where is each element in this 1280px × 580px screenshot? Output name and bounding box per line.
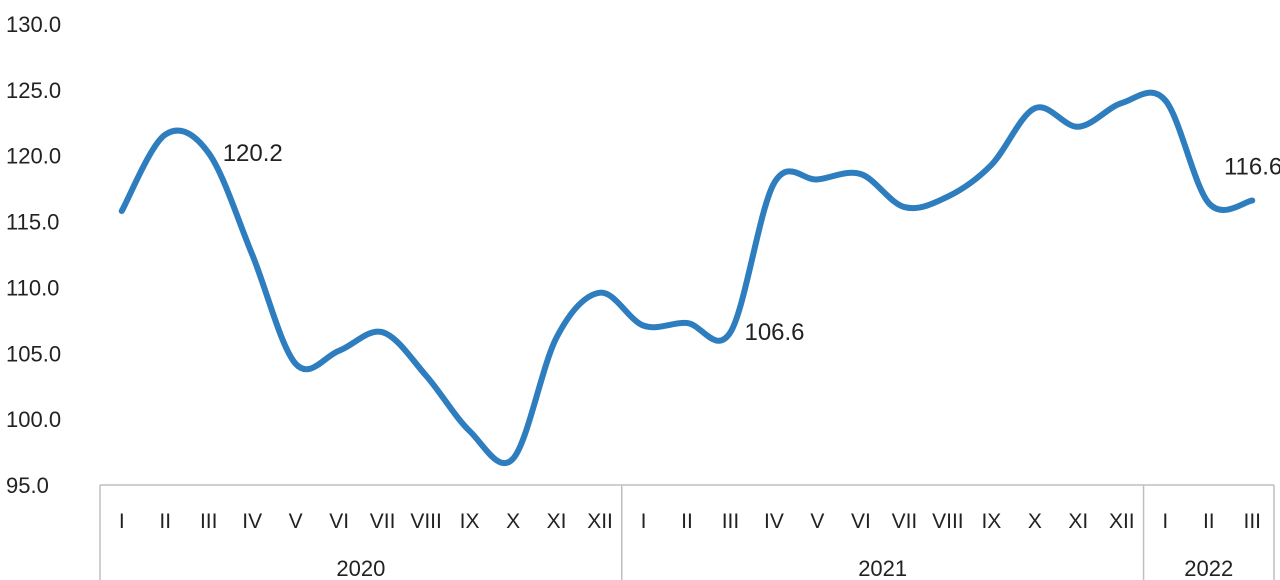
data-point xyxy=(901,204,907,210)
x-tick-label: II xyxy=(159,510,171,533)
data-point xyxy=(249,252,255,258)
x-tick-label: VI xyxy=(329,510,349,533)
data-point xyxy=(423,373,429,379)
data-point xyxy=(597,290,603,296)
x-tick-label: I xyxy=(119,510,125,533)
x-tick-label: XI xyxy=(1068,510,1088,533)
x-tick-label: VIII xyxy=(410,510,442,533)
x-tick-label: X xyxy=(506,510,520,533)
x-tick-label: I xyxy=(1162,510,1168,533)
data-point xyxy=(988,162,994,168)
x-tick-label: IV xyxy=(242,510,262,533)
x-group-label: 2020 xyxy=(336,556,385,580)
data-point xyxy=(1162,97,1168,103)
x-tick-label: III xyxy=(722,510,740,533)
x-tick-label: V xyxy=(810,510,824,533)
data-point xyxy=(467,428,473,434)
x-tick-label: IV xyxy=(764,510,784,533)
y-tick-label: 125.0 xyxy=(6,78,61,103)
data-point xyxy=(554,334,560,340)
x-tick-label: IX xyxy=(981,510,1001,533)
x-tick-label: II xyxy=(1203,510,1215,533)
x-tick-label: VIII xyxy=(932,510,964,533)
data-point xyxy=(336,348,342,354)
x-group-label: 2021 xyxy=(858,556,907,580)
x-group-label: 2022 xyxy=(1184,556,1233,580)
y-tick-label: 115.0 xyxy=(6,210,59,235)
x-tick-label: VII xyxy=(892,510,918,533)
x-tick-label: VI xyxy=(851,510,871,533)
x-tick-label: II xyxy=(681,510,693,533)
y-tick-label: 95.0 xyxy=(6,473,49,498)
data-label: 120.2 xyxy=(223,140,283,167)
y-tick-label: 130.0 xyxy=(6,12,61,37)
data-point xyxy=(641,323,647,329)
x-tick-label: III xyxy=(1244,510,1262,533)
x-tick-label: IX xyxy=(460,510,480,533)
data-point xyxy=(162,132,168,138)
data-point xyxy=(293,361,299,367)
data-point xyxy=(945,194,951,200)
series-line-group xyxy=(118,89,1256,467)
data-point xyxy=(1206,200,1212,206)
x-tick-label: III xyxy=(200,510,218,533)
y-tick-label: 105.0 xyxy=(6,341,61,366)
data-point xyxy=(727,329,733,335)
data-point xyxy=(510,456,516,462)
x-tick-label: XII xyxy=(587,510,613,533)
data-label: 106.6 xyxy=(744,319,804,346)
y-tick-label: 110.0 xyxy=(6,275,59,300)
data-point xyxy=(858,171,864,177)
x-tick-label: XI xyxy=(547,510,567,533)
data-point xyxy=(814,176,820,182)
x-tick-label: XII xyxy=(1109,510,1135,533)
data-point xyxy=(771,180,777,186)
data-point xyxy=(1032,105,1038,111)
data-point xyxy=(1249,197,1255,203)
data-labels: 120.2 106.6 116.6 xyxy=(223,140,1280,346)
data-point xyxy=(206,150,212,156)
data-point xyxy=(1119,100,1125,106)
y-tick-label: 100.0 xyxy=(6,407,61,432)
series-line xyxy=(118,89,1256,467)
x-tick-label: I xyxy=(641,510,647,533)
y-tick-label: 120.0 xyxy=(6,144,61,169)
data-point xyxy=(1075,124,1081,130)
x-tick-label: X xyxy=(1028,510,1042,533)
x-tick-label: VII xyxy=(370,510,396,533)
data-point xyxy=(380,329,386,335)
x-tick-label: V xyxy=(289,510,303,533)
data-point xyxy=(119,208,125,214)
data-label: 116.6 xyxy=(1224,153,1280,180)
y-axis: 95.0 100.0 105.0 110.0 115.0 120.0 125.0 130.0 xyxy=(6,12,61,498)
data-point xyxy=(684,320,690,326)
